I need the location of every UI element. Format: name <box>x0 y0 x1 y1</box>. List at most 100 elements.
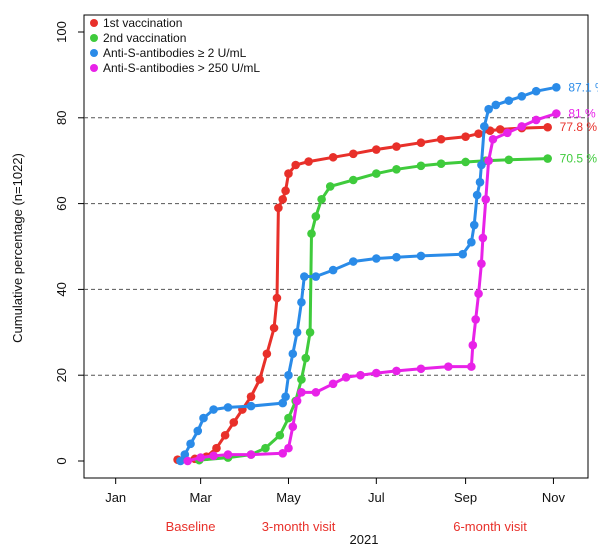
data-point <box>436 159 446 169</box>
end-value-label: 77.8 % <box>560 120 598 134</box>
data-point <box>292 328 302 337</box>
data-point <box>372 169 381 178</box>
legend-label: 2nd vaccination <box>103 31 186 45</box>
data-point <box>531 115 541 125</box>
data-point <box>474 289 483 298</box>
data-point <box>284 370 293 380</box>
data-point <box>261 443 270 453</box>
data-point <box>517 92 527 101</box>
data-point <box>199 413 208 423</box>
data-point <box>475 177 485 187</box>
x-tick-label: Nov <box>542 490 566 505</box>
y-tick-label: 100 <box>54 21 69 43</box>
data-point <box>209 405 218 414</box>
x-tick-label: Jul <box>368 490 385 505</box>
data-point <box>220 430 230 440</box>
data-point <box>186 439 195 449</box>
data-point <box>274 203 283 213</box>
series-1 <box>173 122 552 465</box>
y-tick-label: 0 <box>54 457 69 464</box>
data-point <box>301 353 311 363</box>
y-tick-label: 80 <box>54 111 69 125</box>
data-point <box>292 396 302 406</box>
visit-label: 6-month visit <box>453 519 527 534</box>
data-point <box>317 195 326 204</box>
data-point <box>481 195 491 204</box>
data-point <box>275 430 285 440</box>
data-point <box>348 175 358 185</box>
y-tick-label: 60 <box>54 196 69 210</box>
data-point <box>416 161 426 171</box>
data-point <box>416 138 426 147</box>
data-point <box>176 456 185 466</box>
data-point <box>311 388 321 397</box>
visit-label: 3-month visit <box>262 519 336 534</box>
data-point <box>531 86 541 96</box>
data-point <box>552 109 561 118</box>
data-point <box>297 297 306 307</box>
data-point <box>468 340 478 350</box>
data-point <box>278 448 288 458</box>
series-2 <box>194 154 552 465</box>
data-point <box>223 403 233 412</box>
data-point <box>297 388 306 397</box>
data-point <box>474 129 483 138</box>
data-point <box>477 259 486 268</box>
x-axis-title: 2021 <box>350 532 379 547</box>
series-layer <box>173 83 561 466</box>
data-point <box>392 366 401 376</box>
data-point <box>484 104 493 114</box>
data-point <box>288 349 298 359</box>
data-point <box>229 418 239 427</box>
data-point <box>356 370 365 380</box>
grid-lines <box>84 117 588 376</box>
data-point <box>472 190 482 200</box>
data-point <box>193 426 203 436</box>
data-point <box>467 362 476 371</box>
data-point <box>477 160 486 170</box>
data-point <box>278 398 288 408</box>
data-point <box>461 132 470 141</box>
data-point <box>246 392 256 401</box>
data-point <box>392 164 401 174</box>
y-tick-label: 40 <box>54 282 69 296</box>
data-point <box>328 152 338 162</box>
x-tick-label: Mar <box>189 490 212 505</box>
end-value-label: 81 % <box>568 107 596 121</box>
data-point <box>372 368 381 378</box>
data-point <box>480 122 489 131</box>
data-point <box>262 349 272 359</box>
data-point <box>223 450 233 459</box>
data-point <box>183 456 192 466</box>
data-point <box>305 328 315 337</box>
end-value-label: 87.1 % <box>568 80 598 94</box>
series-3 <box>176 83 561 466</box>
data-point <box>488 134 498 144</box>
plot-border <box>83 14 589 479</box>
data-point <box>291 160 300 170</box>
legend-marker <box>90 34 98 42</box>
data-point <box>281 392 290 401</box>
data-point <box>246 450 256 459</box>
data-point <box>552 83 561 92</box>
legend-marker <box>90 64 98 72</box>
legend-label: 1st vaccination <box>103 16 182 30</box>
data-point <box>372 254 381 263</box>
data-point <box>284 169 293 178</box>
data-point <box>284 413 293 423</box>
data-point <box>311 272 321 281</box>
data-point <box>272 293 282 303</box>
data-point <box>269 323 279 333</box>
data-point <box>416 364 426 374</box>
data-point <box>297 375 306 384</box>
visit-labels: Baseline 3-month visit 6-month visit <box>166 519 528 534</box>
data-point <box>328 265 338 275</box>
data-point <box>311 212 321 221</box>
data-point <box>341 373 351 382</box>
data-point <box>278 195 288 204</box>
data-point <box>307 229 316 238</box>
y-axis-title: Cumulative percentage (n=1022) <box>10 153 25 343</box>
data-point <box>491 100 501 110</box>
